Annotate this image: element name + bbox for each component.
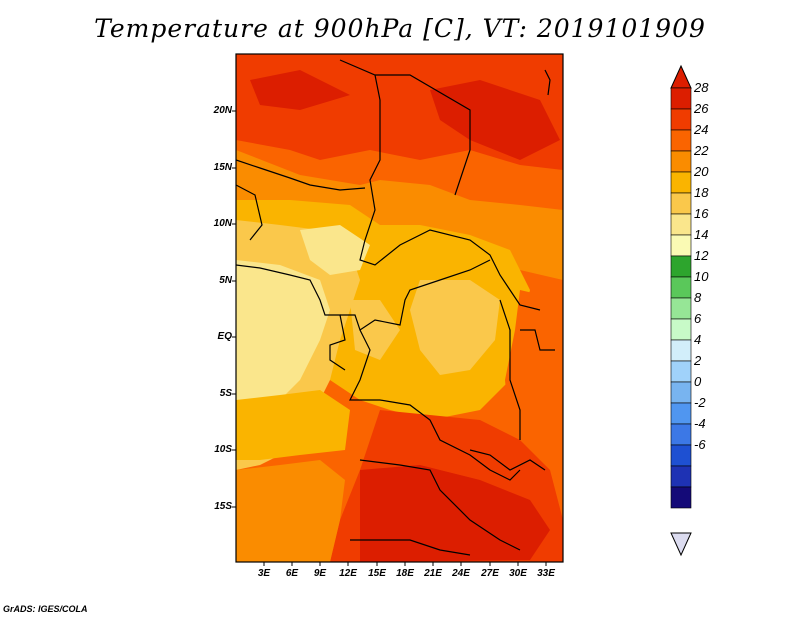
colorbar-label: 20 [694,164,709,179]
colorbar-segment [670,150,692,173]
colorbar-segment [670,402,692,425]
lat-label: 5N [219,275,232,286]
colorbar-label: 18 [694,185,709,200]
colorbar-segment [670,381,692,404]
lon-label: 3E [257,568,271,579]
colorbar-segment [670,129,692,152]
lat-label: 15N [213,162,232,173]
lon-label: 18E [396,568,414,579]
colorbar-label: 24 [694,122,709,137]
lat-ticks [232,110,236,508]
colorbar-label: 14 [694,227,709,242]
colorbar-segment [670,234,692,257]
colorbar-label: 26 [694,101,709,116]
colorbar-segment [670,255,692,278]
colorbar-label: -6 [694,437,706,452]
colorbar-segment [670,297,692,320]
lat-label: 5S [219,388,232,399]
lat-label: EQ [217,331,232,342]
colorbar-label: 8 [694,290,702,305]
colorbar-label: 16 [694,206,709,221]
lon-label: 21E [424,568,442,579]
map-frame [235,53,564,563]
colorbar-segment [670,171,692,194]
colorbar-segment [670,360,692,383]
temperature-field [236,54,563,562]
colorbar-segment [670,108,692,131]
colorbar-segment [670,213,692,236]
colorbar-label: -2 [694,395,706,410]
colorbar-segment [670,276,692,299]
grads-credit: GrADS: IGES/COLA [3,604,88,614]
lat-label: 10N [213,218,232,229]
map-title: Temperature at 900hPa [C], VT: 201910190… [94,14,706,43]
colorbar-segment [670,87,692,110]
colorbar-segment [670,318,692,341]
colorbar-label: -4 [694,416,706,431]
lon-ticks [263,562,547,566]
colorbar-label: 10 [694,269,709,284]
colorbar-label: 12 [694,248,709,263]
colorbar-label: 28 [694,80,709,95]
colorbar-bottom-arrow [670,532,692,557]
lon-label: 24E [452,568,470,579]
colorbar [670,64,692,557]
lon-label: 6E [285,568,299,579]
colorbar-segment [670,486,692,509]
lat-label: 20N [213,105,232,116]
lat-label: 10S [214,444,232,455]
lon-label: 9E [313,568,327,579]
colorbar-segment [670,339,692,362]
colorbar-segment [670,444,692,467]
colorbar-label: 4 [694,332,702,347]
country-borders [236,59,555,556]
colorbar-top-arrow [670,64,692,89]
lon-label: 15E [368,568,386,579]
colorbar-label: 22 [694,143,709,158]
colorbar-label: 0 [694,374,702,389]
lon-label: 27E [481,568,499,579]
lon-label: 30E [509,568,527,579]
colorbar-label: 6 [694,311,702,326]
lon-label: 12E [339,568,357,579]
colorbar-segment [670,465,692,488]
colorbar-label: 2 [694,353,702,368]
colorbar-segment [670,192,692,215]
lat-label: 15S [214,501,232,512]
lon-label: 33E [537,568,555,579]
colorbar-segment [670,423,692,446]
